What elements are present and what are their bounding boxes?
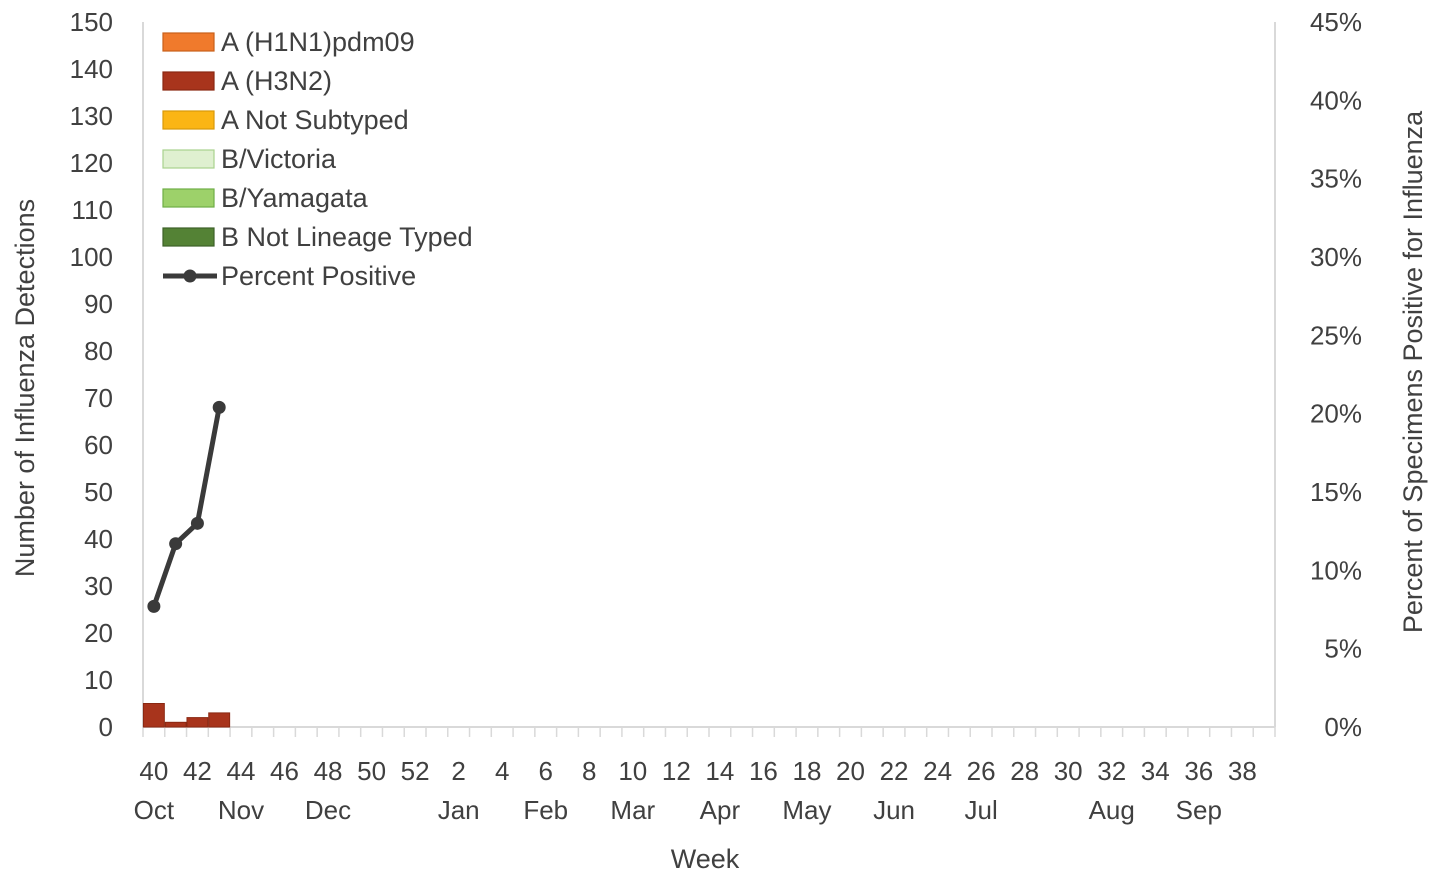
month-label: Aug bbox=[1089, 795, 1135, 825]
x-tick-label: 32 bbox=[1097, 756, 1126, 786]
legend-swatch bbox=[162, 71, 215, 91]
x-tick-label: 2 bbox=[451, 756, 465, 786]
legend-swatch bbox=[162, 110, 215, 130]
x-tick-label: 46 bbox=[270, 756, 299, 786]
y-tick-label: 70 bbox=[84, 383, 113, 413]
legend-swatch bbox=[162, 149, 215, 169]
x-tick-label: 34 bbox=[1141, 756, 1170, 786]
legend-label: Percent Positive bbox=[221, 261, 416, 291]
y-tick-label: 90 bbox=[84, 289, 113, 319]
x-tick-label: 4 bbox=[495, 756, 509, 786]
y2-tick-label: 5% bbox=[1324, 634, 1362, 664]
x-tick-label: 18 bbox=[793, 756, 822, 786]
x-tick-label: 16 bbox=[749, 756, 778, 786]
legend-label: A (H3N2) bbox=[221, 66, 332, 96]
x-tick-label: 6 bbox=[538, 756, 552, 786]
percent-positive-line-group bbox=[147, 400, 226, 613]
y2-axis-title: Percent of Specimens Positive for Influe… bbox=[1398, 110, 1428, 633]
month-label: Sep bbox=[1176, 795, 1222, 825]
y-tick-label: 30 bbox=[84, 571, 113, 601]
x-tick-label: 40 bbox=[139, 756, 168, 786]
percent-positive-point bbox=[212, 400, 226, 414]
bar bbox=[164, 721, 187, 728]
percent-positive-point bbox=[190, 516, 204, 530]
y-tick-label: 80 bbox=[84, 336, 113, 366]
x-tick-label: 42 bbox=[183, 756, 212, 786]
y2-tick-label: 40% bbox=[1310, 85, 1362, 115]
bar bbox=[142, 703, 165, 728]
y-tick-label: 150 bbox=[70, 7, 113, 37]
y2-tick-label: 25% bbox=[1310, 320, 1362, 350]
month-label: Oct bbox=[134, 795, 175, 825]
month-label: Dec bbox=[305, 795, 351, 825]
legend-swatch bbox=[162, 227, 215, 247]
percent-positive-point bbox=[147, 599, 161, 613]
legend-swatch bbox=[162, 32, 215, 52]
y2-tick-label: 0% bbox=[1324, 712, 1362, 742]
y2-tick-label: 45% bbox=[1310, 7, 1362, 37]
month-labels: Oct Nov Dec Jan Feb Mar Apr May Jun Jul Aug Sep bbox=[134, 795, 1222, 825]
month-label: Mar bbox=[610, 795, 655, 825]
percent-positive-point bbox=[169, 537, 183, 551]
x-tick-label: 36 bbox=[1184, 756, 1213, 786]
y-tick-label: 110 bbox=[72, 195, 113, 225]
x-tick-label: 8 bbox=[582, 756, 596, 786]
legend: A (H1N1)pdm09 A (H3N2) A Not Subtyped B/Vic… bbox=[162, 27, 473, 291]
x-tick-label: 22 bbox=[880, 756, 909, 786]
bar-series-group bbox=[142, 703, 231, 728]
bar bbox=[186, 717, 209, 728]
y-tick-label: 20 bbox=[84, 618, 113, 648]
legend-label: B Not Lineage Typed bbox=[221, 222, 473, 252]
x-tick-label: 52 bbox=[401, 756, 430, 786]
month-label: Apr bbox=[700, 795, 741, 825]
y-tick-label: 0 bbox=[99, 712, 113, 742]
month-label: Jan bbox=[438, 795, 480, 825]
legend-swatch bbox=[162, 188, 215, 208]
x-tick-label: 48 bbox=[314, 756, 343, 786]
y-tick-label: 40 bbox=[84, 524, 113, 554]
y2-tick-label: 30% bbox=[1310, 242, 1362, 272]
legend-label: A Not Subtyped bbox=[221, 105, 409, 135]
month-label: Jun bbox=[873, 795, 915, 825]
y2-tick-label: 15% bbox=[1310, 477, 1362, 507]
legend-label: A (H1N1)pdm09 bbox=[221, 27, 415, 57]
x-tick-label: 50 bbox=[357, 756, 386, 786]
x-tick-label: 44 bbox=[227, 756, 256, 786]
legend-label: B/Yamagata bbox=[221, 183, 369, 213]
month-label: May bbox=[782, 795, 831, 825]
x-tick-label: 14 bbox=[705, 756, 734, 786]
x-tick-label: 30 bbox=[1054, 756, 1083, 786]
x-axis-tick-labels: 40 42 44 46 48 50 52 2 4 6 8 10 12 14 16 18 20 22 24 26 28 30… bbox=[139, 756, 1256, 786]
x-tick-label: 38 bbox=[1228, 756, 1257, 786]
y-axis-title: Number of Influenza Detections bbox=[10, 199, 40, 577]
x-tick-label: 12 bbox=[662, 756, 691, 786]
x-tick-label: 26 bbox=[967, 756, 996, 786]
x-tick-label: 24 bbox=[923, 756, 952, 786]
y2-tick-label: 35% bbox=[1310, 164, 1362, 194]
y-tick-label: 100 bbox=[70, 242, 113, 272]
y-tick-label: 140 bbox=[70, 54, 113, 84]
x-tick-label: 20 bbox=[836, 756, 865, 786]
month-label: Nov bbox=[218, 795, 264, 825]
right-axis-tick-labels: 0% 5% 10% 15% 20% 25% 30% 35% 40% 45% bbox=[1310, 7, 1362, 742]
chart-frame bbox=[142, 22, 1276, 737]
x-axis-title: Week bbox=[671, 844, 740, 874]
percent-positive-line bbox=[151, 406, 222, 608]
x-tick-label: 10 bbox=[618, 756, 647, 786]
y-tick-label: 60 bbox=[84, 430, 113, 460]
y2-tick-label: 10% bbox=[1310, 555, 1362, 585]
y-tick-label: 50 bbox=[84, 477, 113, 507]
y-tick-label: 130 bbox=[70, 101, 113, 131]
legend-line-marker bbox=[183, 269, 197, 283]
legend-label: B/Victoria bbox=[221, 144, 337, 174]
y2-tick-label: 20% bbox=[1310, 399, 1362, 429]
month-label: Jul bbox=[964, 795, 997, 825]
y-tick-label: 10 bbox=[84, 665, 113, 695]
left-axis-tick-labels: 0 10 20 30 40 50 60 70 80 90 100 110 120 130 140 150 bbox=[70, 7, 113, 742]
x-tick-label: 28 bbox=[1010, 756, 1039, 786]
bar bbox=[208, 712, 231, 728]
y-tick-label: 120 bbox=[70, 148, 113, 178]
month-label: Feb bbox=[523, 795, 568, 825]
